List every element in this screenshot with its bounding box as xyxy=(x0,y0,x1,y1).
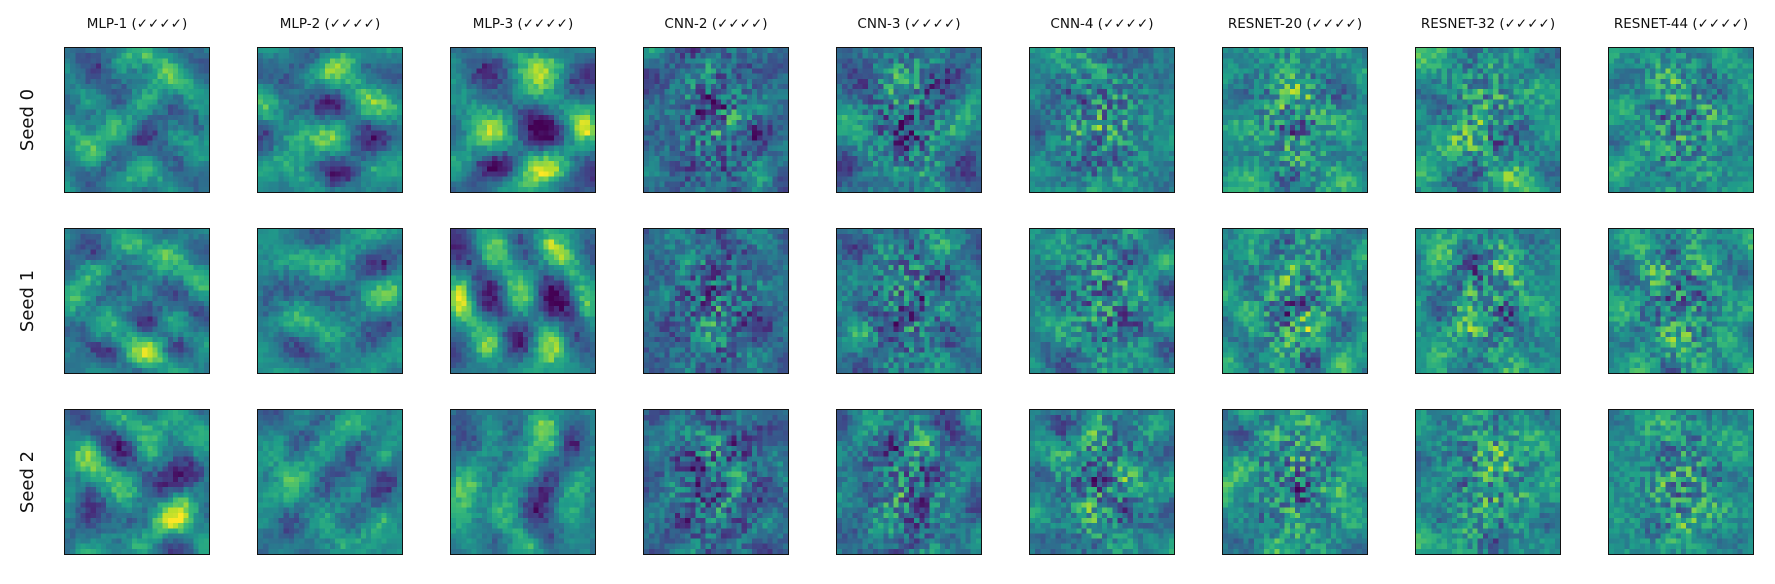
column-title: CNN-2 (✓✓✓✓) xyxy=(631,16,801,36)
heatmap-panel xyxy=(450,47,596,193)
heatmap-image xyxy=(837,229,981,373)
heatmap-image xyxy=(65,229,209,373)
row-label: Seed 1 xyxy=(17,221,41,381)
heatmap-panel xyxy=(1029,47,1175,193)
heatmap-panel xyxy=(64,409,210,555)
heatmap-image xyxy=(1030,410,1174,554)
heatmap-panel xyxy=(257,228,403,374)
heatmap-image xyxy=(65,410,209,554)
heatmap-panel xyxy=(1608,228,1754,374)
heatmap-image xyxy=(1609,229,1753,373)
heatmap-image xyxy=(1416,48,1560,192)
heatmap-panel xyxy=(1608,409,1754,555)
heatmap-image xyxy=(1030,48,1174,192)
heatmap-panel xyxy=(1222,228,1368,374)
heatmap-panel xyxy=(1029,409,1175,555)
heatmap-image xyxy=(1223,229,1367,373)
column-title: CNN-3 (✓✓✓✓) xyxy=(824,16,994,36)
heatmap-image xyxy=(644,229,788,373)
heatmap-panel xyxy=(836,47,982,193)
heatmap-image xyxy=(451,410,595,554)
heatmap-image xyxy=(644,410,788,554)
heatmap-panel xyxy=(257,409,403,555)
column-title: MLP-1 (✓✓✓✓) xyxy=(52,16,222,36)
heatmap-panel xyxy=(1415,409,1561,555)
heatmap-panel xyxy=(1415,47,1561,193)
column-title: MLP-3 (✓✓✓✓) xyxy=(438,16,608,36)
heatmap-panel xyxy=(836,228,982,374)
heatmap-image xyxy=(1416,229,1560,373)
heatmap-image xyxy=(1223,48,1367,192)
heatmap-panel xyxy=(1415,228,1561,374)
column-title: RESNET-44 (✓✓✓✓) xyxy=(1596,16,1766,36)
heatmap-panel xyxy=(1222,47,1368,193)
heatmap-image xyxy=(837,410,981,554)
heatmap-panel xyxy=(1222,409,1368,555)
heatmap-panel xyxy=(643,47,789,193)
heatmap-image xyxy=(1030,229,1174,373)
column-title: RESNET-32 (✓✓✓✓) xyxy=(1403,16,1573,36)
heatmap-panel xyxy=(1608,47,1754,193)
heatmap-image xyxy=(451,229,595,373)
heatmap-image xyxy=(451,48,595,192)
heatmap-image xyxy=(644,48,788,192)
heatmap-panel xyxy=(450,409,596,555)
heatmap-panel xyxy=(64,47,210,193)
heatmap-image xyxy=(258,410,402,554)
heatmap-image xyxy=(837,48,981,192)
heatmap-image xyxy=(1609,410,1753,554)
heatmap-panel xyxy=(64,228,210,374)
heatmap-panel xyxy=(643,228,789,374)
column-title: RESNET-20 (✓✓✓✓) xyxy=(1210,16,1380,36)
heatmap-image xyxy=(1223,410,1367,554)
row-label: Seed 0 xyxy=(17,40,41,200)
heatmap-image xyxy=(1416,410,1560,554)
heatmap-image xyxy=(258,48,402,192)
row-label: Seed 2 xyxy=(17,402,41,562)
heatmap-panel xyxy=(257,47,403,193)
heatmap-image xyxy=(258,229,402,373)
column-title: CNN-4 (✓✓✓✓) xyxy=(1017,16,1187,36)
heatmap-image xyxy=(65,48,209,192)
column-title: MLP-2 (✓✓✓✓) xyxy=(245,16,415,36)
heatmap-panel xyxy=(643,409,789,555)
heatmap-image xyxy=(1609,48,1753,192)
heatmap-panel xyxy=(1029,228,1175,374)
heatmap-panel xyxy=(836,409,982,555)
heatmap-panel xyxy=(450,228,596,374)
